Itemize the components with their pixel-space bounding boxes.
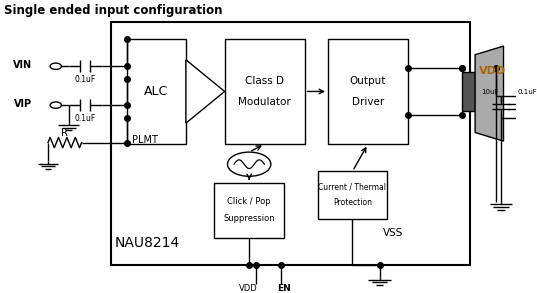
Text: Protection: Protection — [333, 198, 372, 207]
Text: Output: Output — [350, 76, 386, 86]
Text: 0.1uF: 0.1uF — [75, 75, 96, 84]
Text: Class D: Class D — [245, 76, 284, 86]
Text: VDD: VDD — [238, 284, 257, 293]
Text: R: R — [61, 128, 68, 138]
Bar — [111, 22, 470, 265]
Bar — [224, 39, 304, 144]
Text: Single ended input configuration: Single ended input configuration — [4, 4, 223, 17]
Bar — [328, 39, 408, 144]
Text: VIN: VIN — [13, 60, 33, 70]
Text: PLMT: PLMT — [132, 135, 157, 145]
Polygon shape — [186, 60, 224, 123]
Text: Modulator: Modulator — [238, 96, 291, 107]
Bar — [462, 72, 475, 111]
Text: VSS: VSS — [383, 228, 404, 238]
Bar — [214, 183, 284, 238]
Bar — [317, 171, 387, 219]
Text: Suppression: Suppression — [223, 214, 275, 224]
Text: EN: EN — [277, 284, 291, 293]
Text: 10uF: 10uF — [481, 89, 498, 95]
Text: VIP: VIP — [14, 99, 33, 109]
Bar — [127, 39, 186, 144]
Text: ALC: ALC — [144, 85, 168, 98]
Text: Driver: Driver — [352, 96, 384, 107]
Text: VDD: VDD — [478, 66, 506, 76]
Text: Click / Pop: Click / Pop — [227, 197, 271, 206]
Text: 0.1uF: 0.1uF — [75, 114, 96, 122]
Text: NAU8214: NAU8214 — [114, 236, 180, 251]
Text: 0.1uF: 0.1uF — [518, 89, 537, 95]
Text: Current / Thermal: Current / Thermal — [318, 182, 387, 191]
Polygon shape — [475, 46, 504, 141]
